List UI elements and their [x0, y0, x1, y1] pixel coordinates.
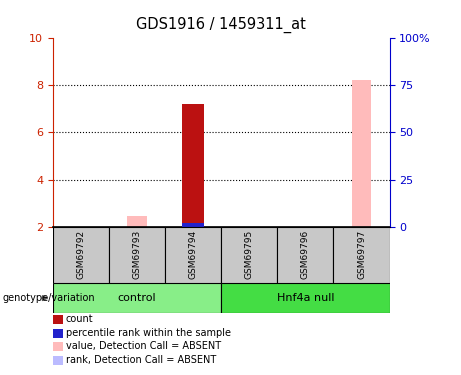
- Bar: [352, 80, 371, 227]
- Text: GSM69795: GSM69795: [245, 230, 254, 279]
- Text: rank, Detection Call = ABSENT: rank, Detection Call = ABSENT: [66, 355, 216, 365]
- Bar: [333, 227, 390, 283]
- Bar: [278, 227, 333, 283]
- Text: GDS1916 / 1459311_at: GDS1916 / 1459311_at: [136, 17, 306, 33]
- Text: count: count: [66, 315, 94, 324]
- Bar: [182, 104, 204, 227]
- Text: genotype/variation: genotype/variation: [2, 293, 95, 303]
- Bar: [182, 224, 204, 227]
- Bar: [221, 283, 390, 313]
- Bar: [53, 227, 109, 283]
- Text: GSM69796: GSM69796: [301, 230, 310, 279]
- Bar: [165, 227, 221, 283]
- Bar: [221, 227, 278, 283]
- Bar: [127, 216, 147, 227]
- Text: GSM69797: GSM69797: [357, 230, 366, 279]
- Bar: [53, 283, 221, 313]
- Bar: [109, 227, 165, 283]
- Text: GSM69793: GSM69793: [133, 230, 142, 279]
- Text: percentile rank within the sample: percentile rank within the sample: [66, 328, 231, 338]
- Text: GSM69792: GSM69792: [77, 230, 86, 279]
- Text: control: control: [118, 293, 156, 303]
- Text: value, Detection Call = ABSENT: value, Detection Call = ABSENT: [66, 342, 221, 351]
- Text: Hnf4a null: Hnf4a null: [277, 293, 334, 303]
- Text: GSM69794: GSM69794: [189, 230, 198, 279]
